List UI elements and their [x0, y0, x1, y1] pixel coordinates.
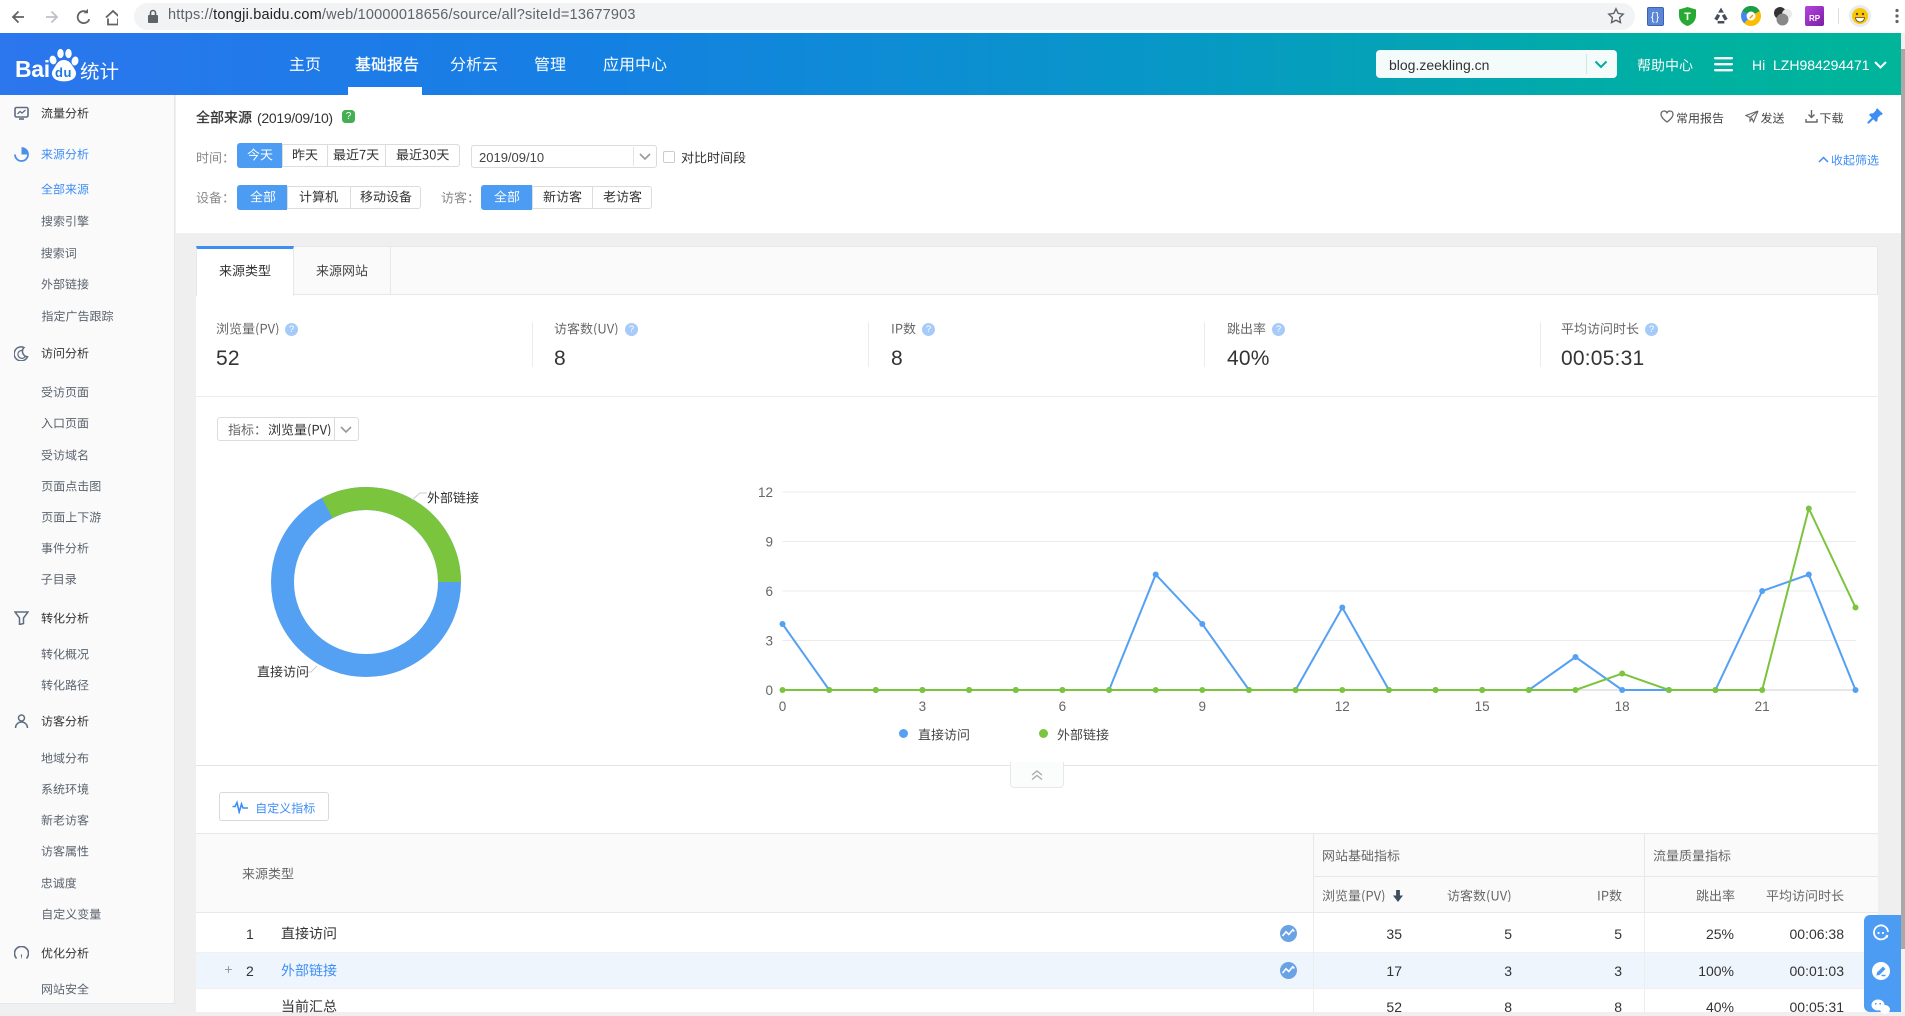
svg-text:12: 12	[1335, 699, 1350, 714]
svg-text:21: 21	[1755, 699, 1770, 714]
svg-text:15: 15	[1475, 699, 1490, 714]
svg-text:18: 18	[1615, 699, 1630, 714]
svg-text:9: 9	[765, 535, 773, 550]
svg-text:T: T	[1684, 11, 1691, 23]
svg-text:9: 9	[1199, 699, 1207, 714]
svg-text:0: 0	[765, 683, 773, 698]
svg-text:0: 0	[779, 699, 787, 714]
svg-text:6: 6	[1059, 699, 1067, 714]
svg-text:12: 12	[758, 485, 773, 500]
svg-text:3: 3	[765, 634, 773, 649]
svg-text:3: 3	[919, 699, 927, 714]
svg-text:6: 6	[765, 584, 773, 599]
